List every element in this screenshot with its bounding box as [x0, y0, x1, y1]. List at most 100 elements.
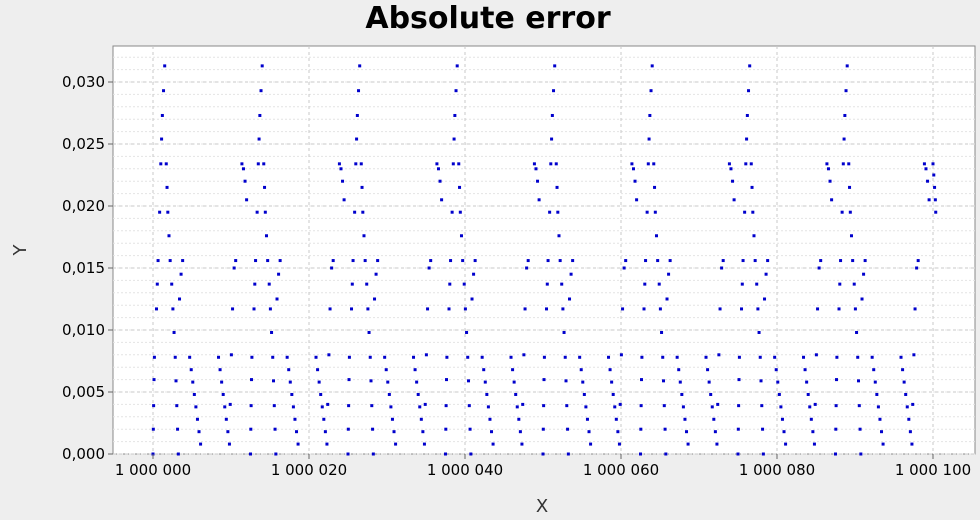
data-point: [526, 259, 530, 263]
data-point: [371, 427, 375, 431]
data-point: [848, 210, 852, 214]
data-point: [264, 234, 268, 238]
data-point: [512, 380, 516, 384]
data-point: [249, 404, 253, 408]
data-point: [366, 307, 370, 311]
data-point: [178, 297, 182, 301]
data-point: [763, 297, 767, 301]
data-point: [913, 307, 917, 311]
data-point: [227, 442, 231, 446]
data-point: [675, 355, 679, 359]
data-point: [339, 167, 343, 171]
data-point: [370, 404, 374, 408]
data-point: [851, 259, 855, 263]
data-point: [277, 272, 281, 276]
data-point: [878, 417, 882, 421]
data-point: [232, 266, 236, 270]
data-point: [347, 378, 351, 382]
data-point: [272, 379, 276, 383]
x-tick-label: 1 000 040: [427, 461, 503, 479]
data-point: [320, 405, 324, 409]
data-point: [587, 430, 591, 434]
data-point: [367, 330, 371, 334]
data-point: [564, 379, 568, 383]
data-point: [532, 162, 536, 166]
plot-area: [112, 45, 976, 455]
data-point: [718, 307, 722, 311]
data-point: [296, 442, 300, 446]
data-point: [911, 402, 915, 406]
data-point: [422, 442, 426, 446]
data-point: [902, 380, 906, 384]
data-point: [252, 307, 256, 311]
data-point: [387, 392, 391, 396]
data-point: [259, 89, 263, 93]
data-point: [662, 404, 666, 408]
data-point: [803, 368, 807, 372]
data-point: [482, 368, 486, 372]
data-point: [843, 113, 847, 117]
data-point: [250, 355, 254, 359]
data-point: [368, 355, 372, 359]
data-point: [561, 307, 565, 311]
y-tick-label: 0,010: [62, 321, 105, 339]
data-point: [350, 307, 354, 311]
data-point: [737, 378, 741, 382]
data-point: [448, 282, 452, 286]
data-point: [470, 297, 474, 301]
data-point: [291, 405, 295, 409]
data-point: [509, 355, 513, 359]
data-point: [472, 272, 476, 276]
data-point: [847, 162, 851, 166]
y-tick-label: 0,030: [62, 73, 105, 91]
data-point: [774, 368, 778, 372]
data-point: [491, 442, 495, 446]
data-point: [873, 380, 877, 384]
data-point: [445, 355, 449, 359]
data-point: [721, 259, 725, 263]
data-point: [834, 427, 838, 431]
data-point: [563, 355, 567, 359]
data-point: [166, 210, 170, 214]
y-tick-label: 0,020: [62, 197, 105, 215]
data-point: [776, 380, 780, 384]
data-point: [812, 442, 816, 446]
data-point: [416, 392, 420, 396]
data-point: [647, 137, 651, 141]
data-point: [254, 259, 258, 263]
data-point: [633, 179, 637, 183]
data-point: [758, 355, 762, 359]
data-point: [541, 427, 545, 431]
data-point: [419, 417, 423, 421]
data-point: [545, 307, 549, 311]
data-point: [901, 368, 905, 372]
data-point: [745, 113, 749, 117]
data-point: [173, 355, 177, 359]
data-point: [806, 392, 810, 396]
data-point: [461, 259, 465, 263]
data-point: [451, 162, 455, 166]
data-point: [327, 353, 331, 357]
data-point: [855, 330, 859, 334]
data-point: [709, 392, 713, 396]
data-point: [860, 297, 864, 301]
data-point: [715, 442, 719, 446]
data-point: [566, 452, 570, 456]
data-point: [449, 259, 453, 263]
data-point: [181, 259, 185, 263]
data-point: [480, 355, 484, 359]
data-point: [462, 282, 466, 286]
data-point: [665, 297, 669, 301]
data-point: [753, 259, 757, 263]
data-point: [270, 330, 274, 334]
data-point: [522, 353, 526, 357]
data-point: [589, 442, 593, 446]
data-point: [317, 380, 321, 384]
x-tick-label: 1 000 100: [895, 461, 971, 479]
data-point: [175, 404, 179, 408]
data-point: [454, 89, 458, 93]
data-point: [189, 368, 193, 372]
data-point: [618, 402, 622, 406]
data-point: [916, 259, 920, 263]
data-point: [584, 405, 588, 409]
